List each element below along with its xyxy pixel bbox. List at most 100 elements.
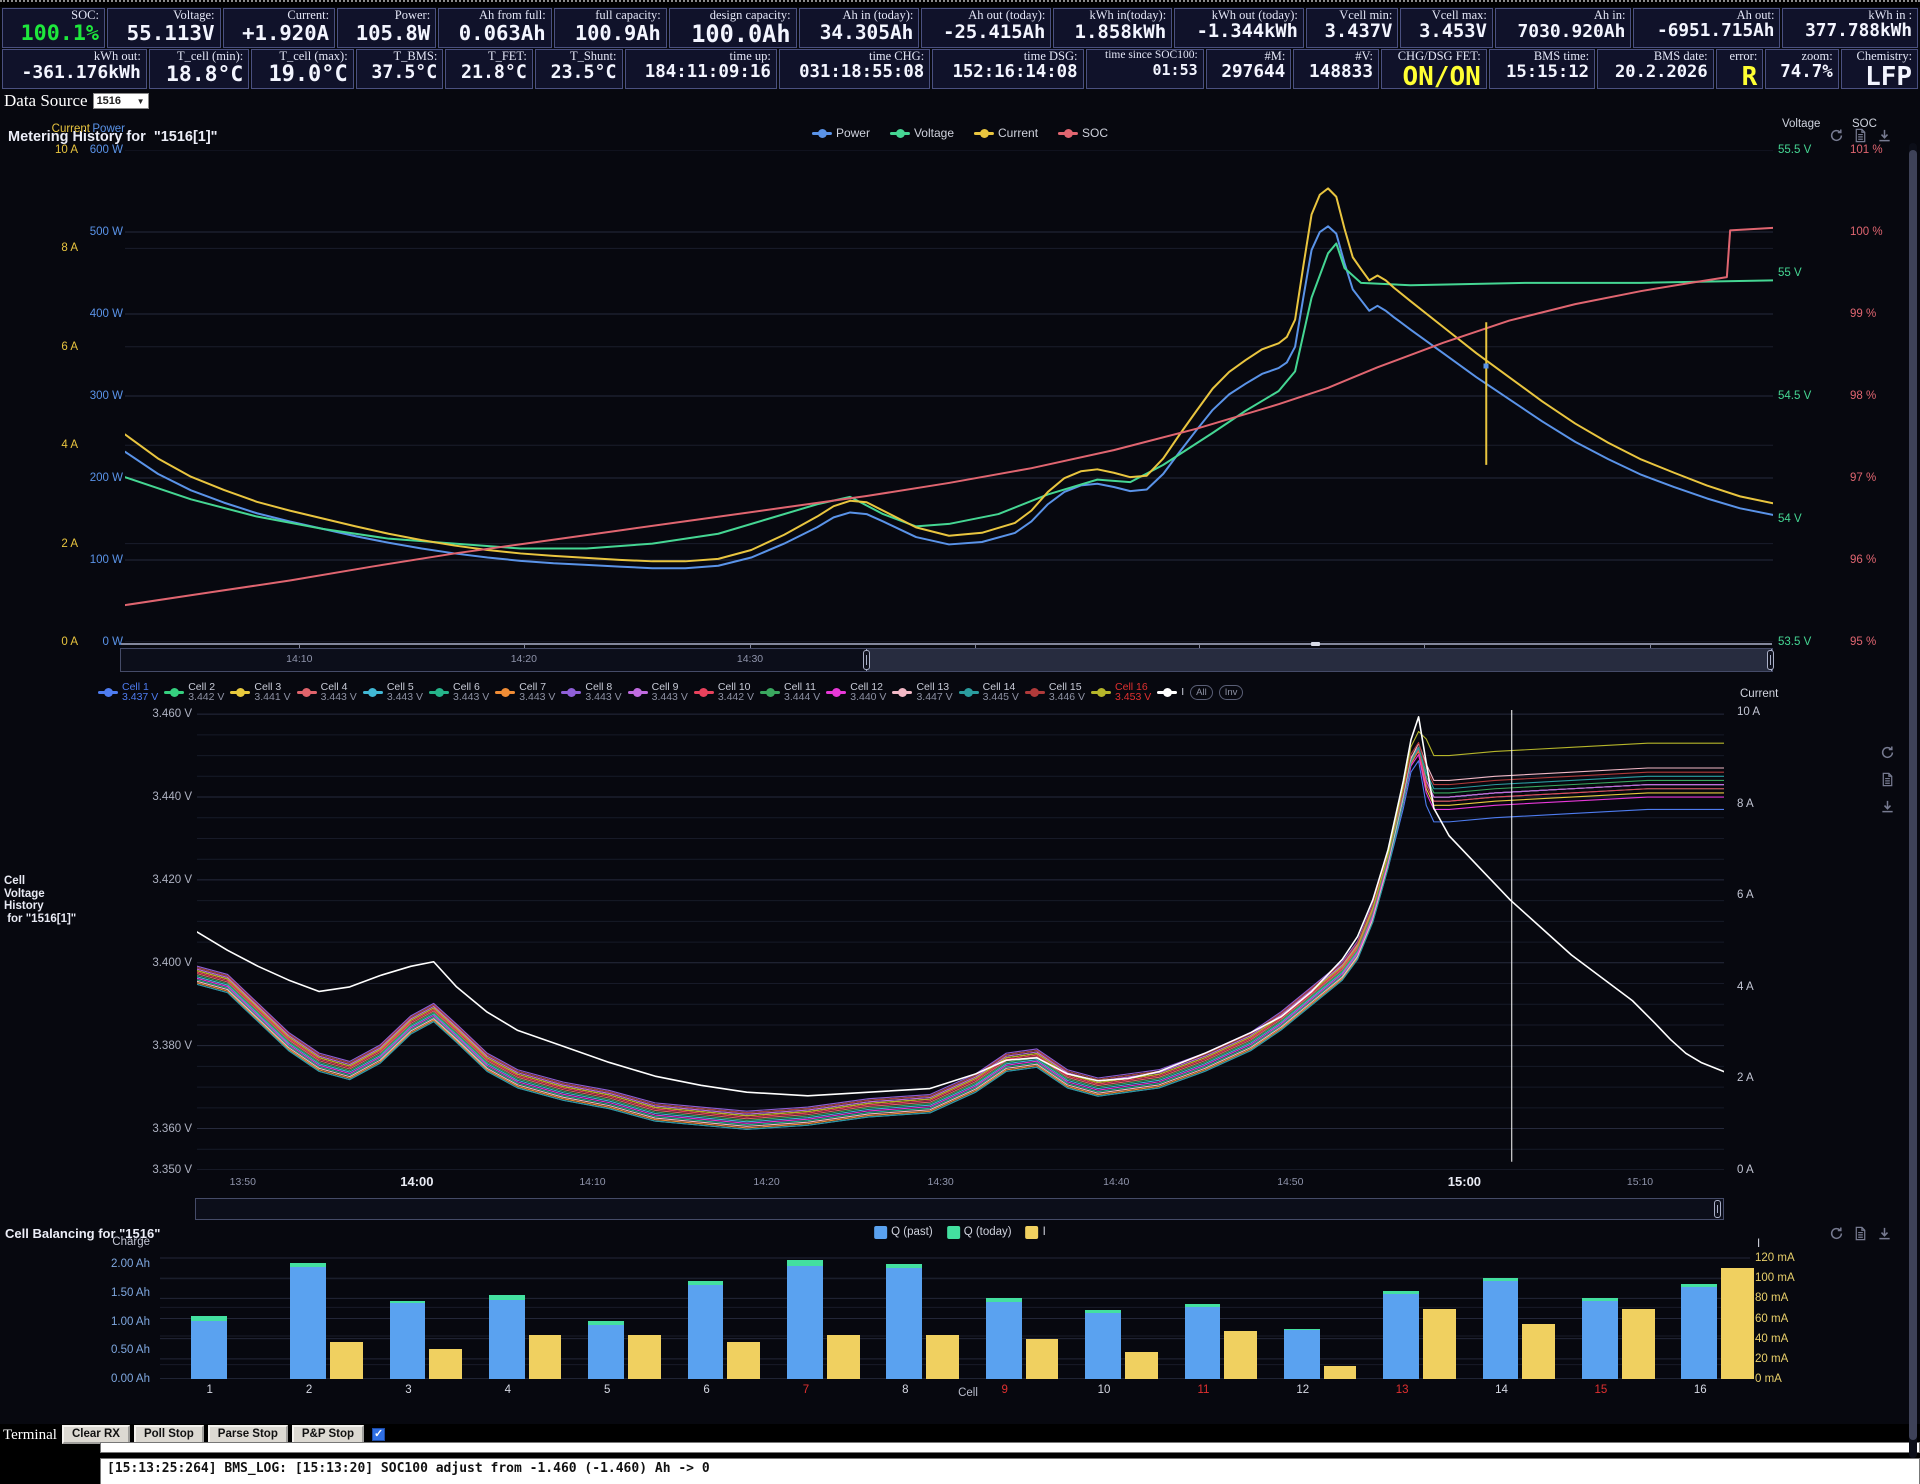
- legend-item-soc[interactable]: SOC: [1058, 126, 1109, 140]
- axis-tick-label: 120 mA: [1755, 1252, 1795, 1265]
- cell-name: Cell 3: [254, 680, 282, 693]
- parse-stop-button[interactable]: Parse Stop: [207, 1425, 288, 1444]
- clear-rx-button[interactable]: Clear RX: [62, 1425, 130, 1444]
- navigator-selected-range[interactable]: [865, 649, 1772, 671]
- navigator-left-handle[interactable]: [862, 650, 870, 670]
- cell-voltage-time-navigator[interactable]: [195, 1198, 1724, 1220]
- legend-item-cell-4[interactable]: Cell 4 3.443 V: [296, 681, 357, 703]
- legend-label: Cell 9 3.443 V: [651, 680, 688, 703]
- navigator-right-handle[interactable]: [1714, 1200, 1721, 1218]
- legend-item-voltage[interactable]: Voltage: [889, 127, 954, 139]
- marker-dot: [368, 687, 378, 697]
- marker-dot: [765, 687, 775, 697]
- axis-tick-label: 101 %: [1850, 144, 1883, 156]
- report-icon[interactable]: [1853, 1226, 1868, 1246]
- cell-voltage-value: 3.443 V: [651, 691, 688, 703]
- legend-item-q-today-[interactable]: Q (today): [946, 1226, 1012, 1239]
- legend-item-cell-12[interactable]: Cell 12 3.440 V: [826, 680, 886, 703]
- terminal-input[interactable]: [100, 1442, 1920, 1453]
- tile-value: 23.5°C: [550, 62, 617, 83]
- navigator-right-handle[interactable]: [1767, 650, 1774, 670]
- tile-label: BMS date:: [1653, 49, 1708, 63]
- axis-tick-label: SOC: [1852, 118, 1877, 130]
- legend-all-button[interactable]: All: [1190, 684, 1213, 700]
- download-icon[interactable]: [1877, 1226, 1892, 1246]
- terminal-poll-checkbox[interactable]: [372, 1427, 386, 1441]
- q-today-bar: [1681, 1283, 1718, 1287]
- axis-tick-label: 0 W: [102, 636, 123, 648]
- vertical-scrollbar[interactable]: [1909, 143, 1917, 1458]
- legend-item-cell-10[interactable]: Cell 10 3.442 V: [693, 680, 754, 703]
- report-icon[interactable]: [1853, 128, 1868, 148]
- cell-number-label: 1: [206, 1384, 213, 1396]
- axis-tick-label: Charge: [112, 1236, 150, 1248]
- status-tile: T_FET: 21.8°C: [445, 49, 533, 89]
- refresh-icon[interactable]: [1829, 1226, 1844, 1246]
- balance-current-bar: [329, 1341, 363, 1379]
- axis-tick-label: 100 %: [1850, 226, 1883, 238]
- terminal-log[interactable]: [15:13:25:264] BMS_LOG: [15:13:20] SOC10…: [100, 1458, 1920, 1484]
- legend-item-cell-7[interactable]: Cell 7 3.443 V: [495, 681, 555, 703]
- legend-item-cell-15[interactable]: Cell 15 3.446 V: [1024, 681, 1085, 703]
- legend-item-cell-3[interactable]: Cell 3 3.441 V: [230, 680, 291, 703]
- cell-number-label: 15: [1594, 1384, 1608, 1396]
- legend-swatch-icon: [946, 1226, 960, 1239]
- legend-inv-button[interactable]: Inv: [1218, 684, 1244, 700]
- legend-label: SOC: [1082, 126, 1109, 140]
- legend-item-cell-5[interactable]: Cell 5 3.443 V: [362, 681, 423, 703]
- navigator-scrubber[interactable]: [1310, 642, 1320, 646]
- cell-voltage-value: 3.445 V: [982, 691, 1019, 703]
- refresh-icon[interactable]: [1829, 128, 1844, 148]
- cell-series-marker-icon: [760, 687, 781, 697]
- vertical-scrollbar-thumb[interactable]: [1909, 150, 1917, 1440]
- download-icon[interactable]: [1880, 799, 1895, 819]
- legend-item-cell-16[interactable]: Cell 16 3.453 V: [1091, 681, 1151, 703]
- cell-number-label: 10: [1097, 1384, 1111, 1396]
- cell-number-label: 13: [1395, 1384, 1409, 1396]
- q-past-bar: [1085, 1313, 1121, 1379]
- legend-item-cell-2[interactable]: Cell 2 3.442 V: [164, 681, 225, 703]
- axis-tick-label: 98 %: [1850, 390, 1877, 402]
- axis-tick-label: 20 mA: [1755, 1352, 1789, 1365]
- legend-item-current[interactable]: I: [1157, 687, 1184, 698]
- q-today-bar: [389, 1300, 426, 1304]
- cell-number-label: 6: [703, 1384, 710, 1396]
- cell-voltage-value: 3.444 V: [784, 691, 821, 703]
- navigator-axis-tick: [1649, 643, 1651, 648]
- download-icon[interactable]: [1877, 128, 1892, 148]
- tile-label: Chemistry:: [1856, 49, 1913, 63]
- cell-name: Cell 12: [850, 680, 883, 693]
- axis-tick-label: 13:50: [229, 1176, 256, 1188]
- tile-label: kWh in(today):: [1089, 8, 1167, 22]
- legend-item-cell-11[interactable]: Cell 11 3.444 V: [760, 681, 821, 703]
- legend-item-cell-1[interactable]: Cell 1 3.437 V: [98, 681, 158, 703]
- tile-label: BMS time:: [1533, 49, 1590, 63]
- top-dotted-strip: [0, 0, 1920, 7]
- balance-current-bar: [1224, 1330, 1258, 1379]
- axis-tick-label: 40 mA: [1755, 1332, 1789, 1345]
- cell-name: Cell 9: [651, 680, 679, 693]
- legend-item-q-past-[interactable]: Q (past): [874, 1226, 933, 1239]
- legend-item-cell-8[interactable]: Cell 8 3.443 V: [561, 681, 622, 703]
- cell-name: Cell 10: [717, 680, 751, 693]
- q-past-bar: [1482, 1280, 1519, 1379]
- refresh-icon[interactable]: [1880, 745, 1895, 765]
- axis-tick-label: Voltage: [1782, 118, 1821, 130]
- legend-item-current[interactable]: Current: [974, 127, 1038, 139]
- cell-voltage-value: 3.442 V: [188, 691, 225, 703]
- cell-number-label: 16: [1693, 1384, 1707, 1396]
- tile-value: -25.415Ah: [943, 21, 1046, 43]
- legend-item-cell-13[interactable]: Cell 13 3.447 V: [892, 681, 953, 703]
- legend-item-cell-9[interactable]: Cell 9 3.443 V: [627, 680, 688, 703]
- legend-item-i[interactable]: I: [1025, 1226, 1046, 1239]
- axis-tick-label: 6 A: [1737, 889, 1754, 902]
- legend-item-cell-6[interactable]: Cell 6 3.443 V: [429, 681, 489, 703]
- data-source-select[interactable]: 1516 ▼: [92, 93, 149, 109]
- report-icon[interactable]: [1880, 772, 1895, 792]
- marker-dot: [964, 687, 974, 697]
- tile-label: T_BMS:: [393, 49, 438, 63]
- axis-tick-label: 14:10: [579, 1176, 606, 1188]
- legend-item-cell-14[interactable]: Cell 14 3.445 V: [958, 681, 1019, 703]
- legend-item-power[interactable]: Power: [811, 127, 870, 139]
